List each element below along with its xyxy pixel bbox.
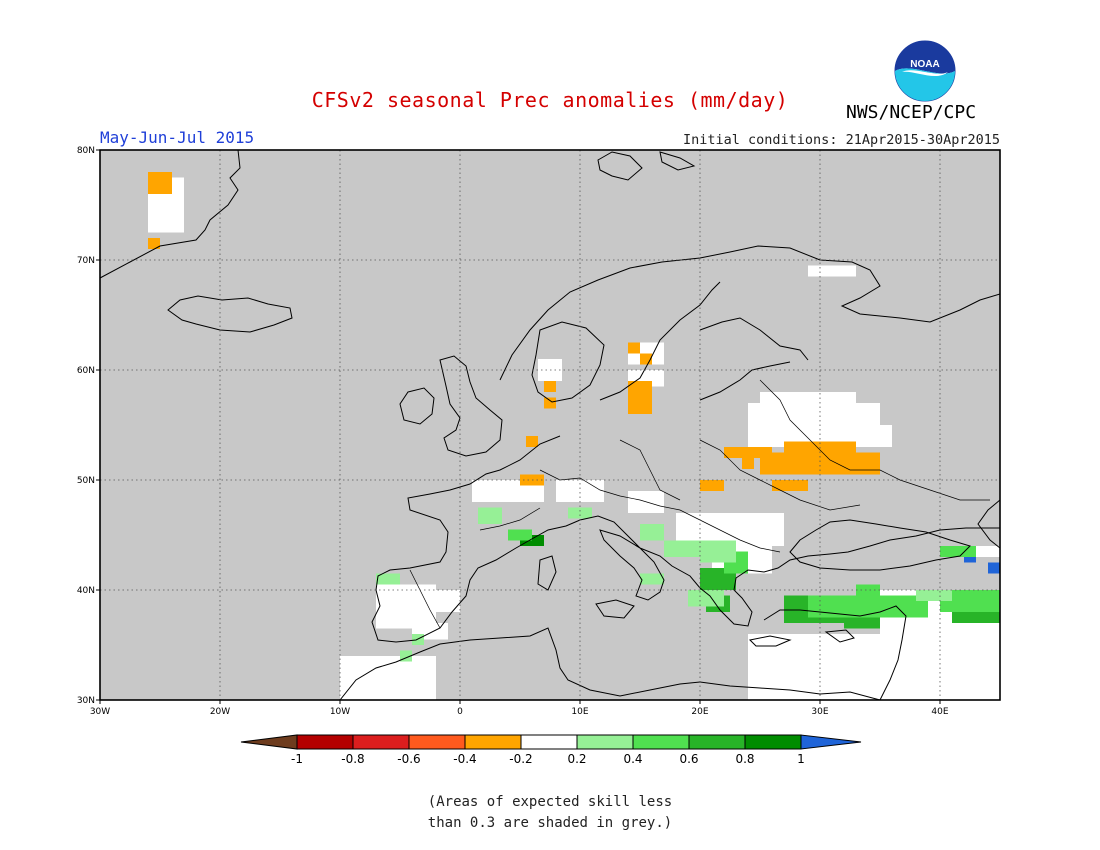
chart-title: CFSv2 seasonal Prec anomalies (mm/day)	[311, 88, 789, 112]
colorbar-segment	[408, 734, 466, 750]
colorbar-tick-label: -0.6	[397, 752, 420, 766]
colorbar-tick-label: -0.8	[341, 752, 364, 766]
footnote-line-1: (Areas of expected skill less	[427, 794, 673, 810]
lon-tick-label: 20E	[691, 707, 708, 717]
anomaly-cell	[916, 590, 952, 601]
footnote-line-2: than 0.3 are shaded in grey.)	[427, 815, 673, 831]
colorbar-segment	[296, 734, 354, 750]
gridlines	[100, 150, 1000, 700]
colorbar: -1 -0.8 -0.6 -0.4 -0.2 0.2 0.4 0.6 0.8 1	[240, 734, 862, 766]
anomaly-cell	[988, 562, 1000, 574]
anomaly-cell	[700, 540, 736, 563]
neutral-cell	[412, 590, 460, 612]
colorbar-segment	[520, 734, 578, 750]
lon-tick-label: 10E	[571, 707, 588, 717]
colorbar-tick-label: 1	[797, 752, 805, 766]
skill-footnote: (Areas of expected skill less than 0.3 a…	[0, 792, 1100, 834]
anomaly-cell	[640, 353, 652, 365]
anomaly-cell	[478, 507, 502, 524]
lon-tick-label: 40E	[931, 707, 948, 717]
anomaly-cell	[568, 507, 592, 519]
anomaly-layer	[148, 172, 1000, 700]
forecast-period: May-Jun-Jul 2015	[100, 128, 255, 147]
anomaly-cell	[148, 172, 172, 194]
lat-tick-label: 60N	[77, 366, 95, 376]
neutral-cell	[808, 265, 856, 277]
lon-tick-label: 30E	[811, 707, 828, 717]
neutral-cell	[340, 656, 436, 700]
colorbar-tick-label: -0.4	[453, 752, 476, 766]
lat-tick-label: 50N	[77, 476, 95, 486]
anomaly-cell	[628, 342, 640, 354]
anomaly-cell	[940, 546, 976, 557]
organization-label: NWS/NCEP/CPC	[846, 102, 977, 123]
lat-tick-label: 70N	[77, 256, 95, 266]
anomaly-cell	[508, 529, 532, 541]
anomaly-cell	[376, 573, 400, 585]
map-frame	[99, 149, 1001, 701]
anomaly-cell	[640, 573, 664, 585]
lat-tick-label: 80N	[77, 146, 95, 156]
coastline-layer	[100, 150, 1000, 700]
anomaly-cell	[664, 540, 700, 557]
anomaly-cell	[724, 447, 772, 458]
anomaly-cell	[856, 584, 880, 596]
colorbar-segment	[352, 734, 410, 750]
anomaly-cell	[628, 381, 652, 414]
lon-tick-label: 20W	[210, 707, 230, 717]
axis-ticks: 30W 20W 10W 0 10E 20E 30E 40E 80N 70N 60N 50N 40N 30N	[77, 146, 949, 717]
colorbar-segment	[576, 734, 634, 750]
colorbar-segment	[744, 734, 802, 750]
colorbar-segment	[632, 734, 690, 750]
anomaly-cell	[640, 524, 664, 541]
anomaly-cell	[700, 480, 724, 491]
lon-tick-label: 30W	[90, 707, 110, 717]
anomaly-cell	[526, 436, 538, 447]
neutral-cell	[760, 392, 856, 414]
colorbar-tick-label: -1	[291, 752, 303, 766]
anomaly-cell	[772, 480, 808, 491]
colorbar-segment	[464, 734, 522, 750]
colorbar-tick-label: 0.2	[567, 752, 586, 766]
lat-tick-label: 30N	[77, 696, 95, 706]
colorbar-tick-label: -0.2	[509, 752, 532, 766]
anomaly-cell	[808, 595, 928, 618]
noaa-logo: NOAA	[894, 40, 956, 102]
colorbar-segment	[688, 734, 746, 750]
anomaly-cell	[544, 381, 556, 392]
colorbar-arrow-high	[800, 734, 862, 750]
lon-tick-label: 10W	[330, 707, 350, 717]
anomaly-cell	[148, 238, 160, 249]
anomaly-cell	[400, 650, 412, 662]
lat-tick-label: 40N	[77, 586, 95, 596]
colorbar-tick-label: 0.4	[623, 752, 642, 766]
anomaly-cell	[544, 397, 556, 409]
colorbar-tick-label: 0.8	[735, 752, 754, 766]
initial-conditions-label: Initial conditions: 21Apr2015-30Apr2015	[683, 132, 1000, 148]
lon-tick-label: 0	[457, 707, 463, 717]
logo-text: NOAA	[910, 59, 939, 70]
anomaly-cell	[742, 458, 754, 469]
anomaly-cell	[940, 590, 1000, 612]
neutral-cell	[964, 546, 1000, 557]
colorbar-arrow-low	[240, 734, 298, 750]
colorbar-tick-label: 0.6	[679, 752, 698, 766]
